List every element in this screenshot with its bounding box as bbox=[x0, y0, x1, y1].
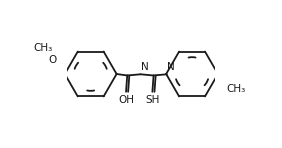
Text: CH₃: CH₃ bbox=[226, 84, 245, 94]
Text: SH: SH bbox=[146, 95, 160, 105]
Text: O: O bbox=[49, 55, 57, 65]
Text: OH: OH bbox=[118, 95, 135, 105]
Text: CH₃: CH₃ bbox=[33, 43, 52, 53]
Text: N: N bbox=[167, 62, 175, 72]
Text: N: N bbox=[141, 62, 149, 72]
